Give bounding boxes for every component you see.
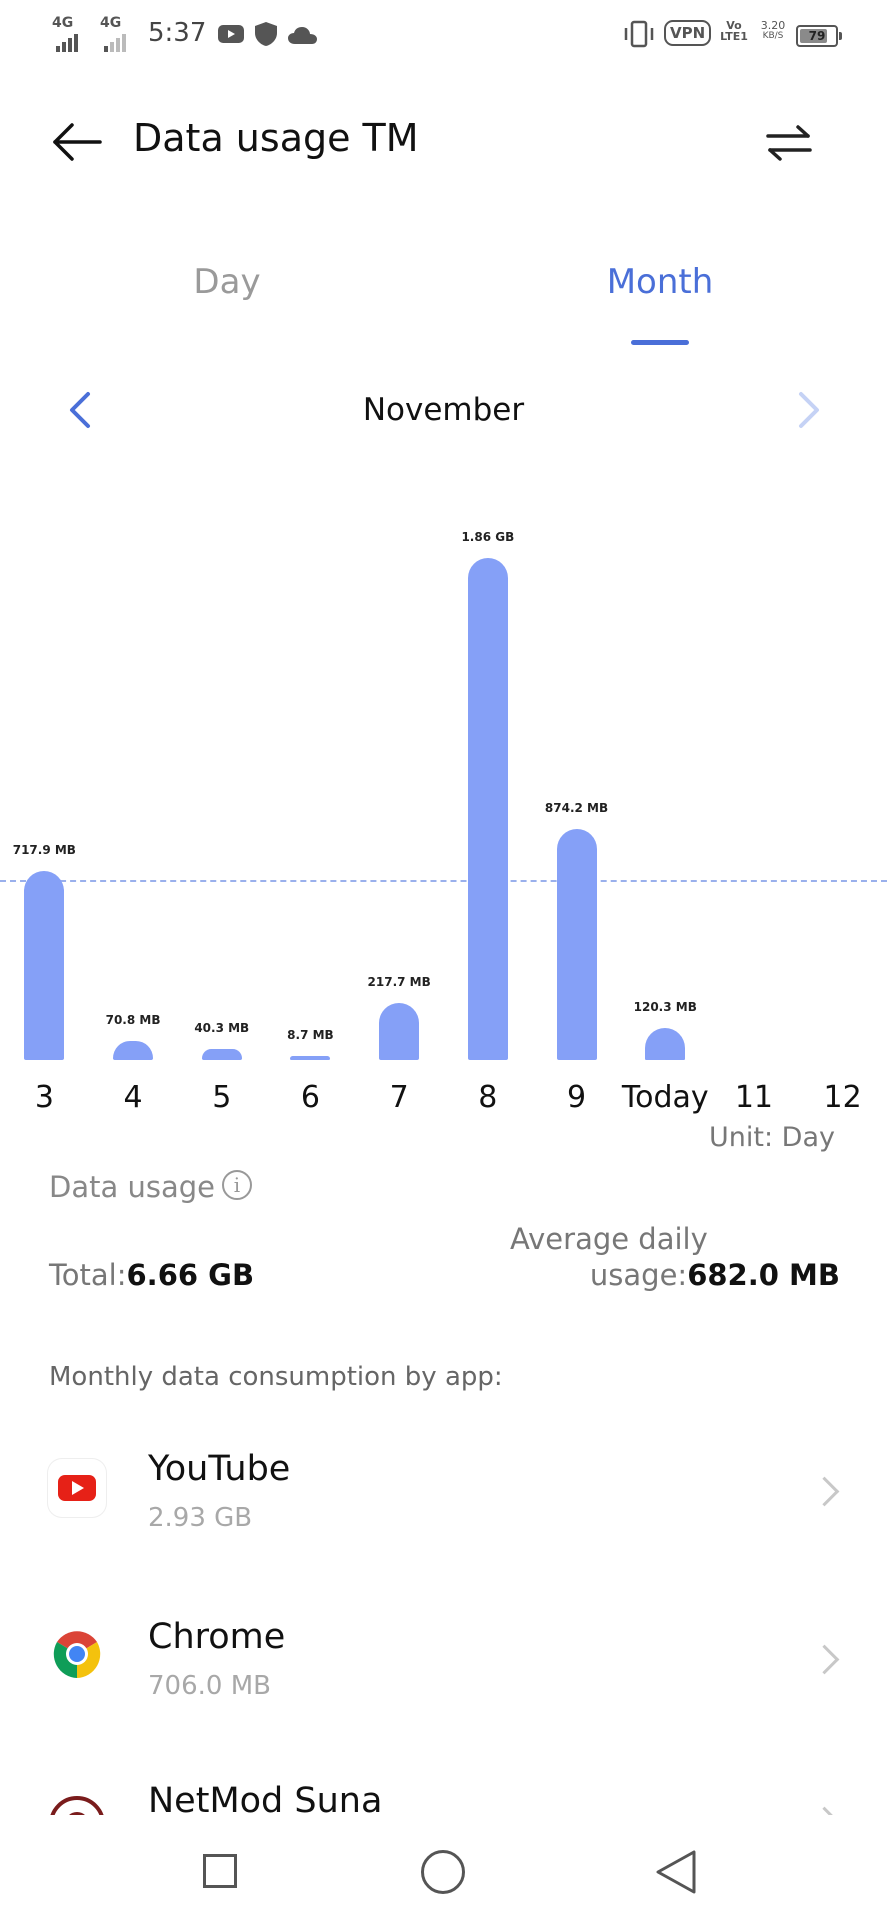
data-usage-heading: Data usage bbox=[49, 1170, 215, 1204]
youtube-icon bbox=[48, 1459, 106, 1517]
average-label-line2: usage: bbox=[589, 1258, 688, 1292]
volte-line2: LTE1 bbox=[720, 30, 748, 43]
bar-today[interactable] bbox=[645, 1028, 686, 1060]
battery-icon: 79 bbox=[796, 25, 842, 47]
tab-day[interactable]: Day bbox=[193, 262, 261, 302]
x-tick-label: Today bbox=[621, 1080, 709, 1115]
info-icon[interactable]: i bbox=[222, 1170, 252, 1200]
bar-value-label: 717.9 MB bbox=[12, 842, 76, 857]
status-time: 5:37 bbox=[148, 18, 207, 48]
bar-value-label: 1.86 GB bbox=[461, 529, 515, 544]
bar-value-label: 874.2 MB bbox=[544, 801, 609, 816]
x-tick-label: 12 bbox=[823, 1080, 862, 1115]
app-size: 706.0 MB bbox=[148, 1671, 271, 1701]
chart-unit-label: Unit: Day bbox=[709, 1122, 835, 1153]
app-name: YouTube bbox=[148, 1449, 291, 1489]
app-row-netmod[interactable]: NetMod Suna bbox=[0, 1751, 887, 1815]
bar-value-label: 70.8 MB bbox=[105, 1013, 161, 1028]
x-tick-label: 7 bbox=[389, 1080, 409, 1115]
back-button[interactable] bbox=[654, 1849, 698, 1895]
total-usage: Total:6.66 GB bbox=[49, 1258, 254, 1292]
bar-value-label: 120.3 MB bbox=[633, 1000, 697, 1015]
signal-bars-icon bbox=[56, 28, 86, 52]
tab-month[interactable]: Month bbox=[606, 262, 714, 302]
x-tick-label: 11 bbox=[734, 1080, 774, 1115]
bar-value-label: 40.3 MB bbox=[194, 1021, 250, 1036]
x-tick-label: 8 bbox=[478, 1080, 498, 1115]
switch-sim-icon[interactable] bbox=[766, 124, 812, 162]
bar-value-label: 217.7 MB bbox=[367, 974, 431, 989]
recents-button[interactable] bbox=[203, 1854, 237, 1888]
page-title: Data usage TM bbox=[133, 116, 419, 160]
speed-unit: KB/S bbox=[762, 31, 784, 41]
x-tick-label: 4 bbox=[123, 1080, 143, 1115]
average-usage-line bbox=[0, 880, 887, 883]
app-size: 2.93 GB bbox=[148, 1503, 253, 1533]
home-button[interactable] bbox=[421, 1850, 465, 1894]
app-row-chrome[interactable]: Chrome 706.0 MB bbox=[0, 1583, 887, 1733]
battery-level: 79 bbox=[808, 29, 826, 43]
volte-indicator: Vo LTE1 bbox=[718, 20, 750, 42]
vibrate-icon bbox=[624, 20, 654, 48]
back-arrow-icon[interactable] bbox=[52, 122, 102, 162]
bar-6[interactable] bbox=[290, 1056, 331, 1060]
chevron-right-icon bbox=[809, 1806, 840, 1815]
speed-value: 3.20 bbox=[760, 19, 786, 32]
bar-7[interactable] bbox=[379, 1002, 420, 1060]
x-tick-label: 9 bbox=[567, 1080, 587, 1115]
bar-3[interactable] bbox=[24, 870, 65, 1060]
netmod-icon bbox=[48, 1795, 106, 1815]
app-name: NetMod Suna bbox=[148, 1781, 383, 1815]
chevron-right-icon bbox=[809, 1644, 840, 1675]
next-month-icon[interactable] bbox=[795, 390, 823, 430]
vpn-badge: VPN bbox=[664, 20, 712, 46]
x-tick-label: 6 bbox=[300, 1080, 320, 1115]
status-bar: 4G 4G 5:37 VPN Vo LTE1 3.20 KB/S 79 bbox=[0, 0, 887, 70]
tab-indicator bbox=[631, 340, 689, 345]
app-name: Chrome bbox=[148, 1617, 286, 1657]
cloud-icon bbox=[288, 27, 317, 44]
volte-line1: Vo bbox=[726, 19, 742, 32]
network-type-2: 4G bbox=[100, 15, 122, 31]
youtube-notification-icon bbox=[218, 25, 244, 43]
bar-8[interactable] bbox=[467, 557, 508, 1060]
bar-9[interactable] bbox=[556, 829, 597, 1060]
bar-5[interactable] bbox=[201, 1049, 242, 1060]
x-tick-label: 5 bbox=[212, 1080, 232, 1115]
average-label-line1: Average daily bbox=[510, 1222, 708, 1256]
usage-bar-chart: 717.9 MB 3 70.8 MB 4 40.3 MB 5 8.7 MB 6 217.7 MB… bbox=[0, 480, 887, 1115]
system-navigation-bar bbox=[0, 1815, 887, 1920]
total-value: 6.66 GB bbox=[126, 1258, 255, 1292]
shield-icon bbox=[255, 22, 277, 46]
x-tick-label: 3 bbox=[34, 1080, 54, 1115]
total-label: Total: bbox=[49, 1258, 127, 1292]
network-speed: 3.20 KB/S bbox=[756, 20, 790, 42]
signal-bars-weak-icon bbox=[104, 28, 134, 52]
average-value: 682.0 MB bbox=[687, 1258, 840, 1292]
chevron-right-icon bbox=[809, 1476, 840, 1507]
previous-month-icon[interactable] bbox=[66, 390, 94, 430]
app-row-youtube[interactable]: YouTube 2.93 GB bbox=[0, 1415, 887, 1565]
average-daily-usage: usage:682.0 MB bbox=[590, 1258, 840, 1292]
month-label: November bbox=[362, 392, 525, 428]
network-type-1: 4G bbox=[52, 15, 74, 31]
chrome-icon bbox=[48, 1625, 106, 1683]
bar-value-label: 8.7 MB bbox=[287, 1028, 334, 1042]
bar-4[interactable] bbox=[113, 1041, 154, 1060]
battery-fill bbox=[800, 29, 827, 43]
apps-heading: Monthly data consumption by app: bbox=[49, 1362, 503, 1392]
